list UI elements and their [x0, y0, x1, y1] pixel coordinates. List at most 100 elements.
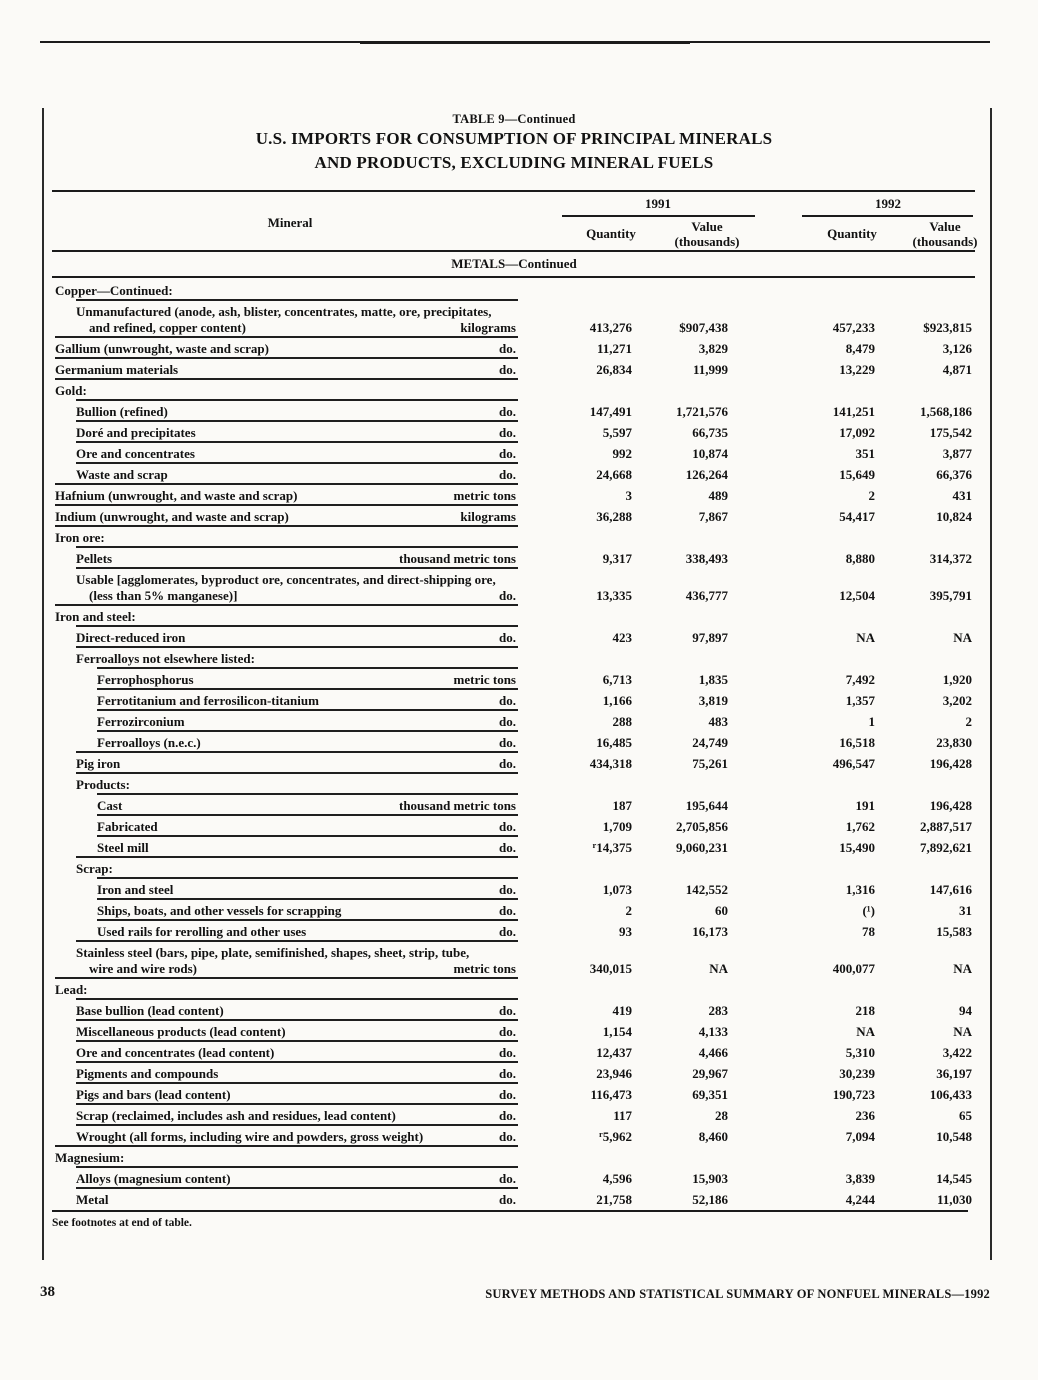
row-divider: [76, 998, 518, 1000]
quantity-1992-value: 1,316: [845, 882, 875, 897]
row-divider: [76, 1040, 518, 1042]
mineral-cell: Iron ore:: [52, 530, 518, 546]
mineral-label: Lead:: [55, 982, 88, 997]
value-1992-value: 36,197: [936, 1066, 972, 1081]
quantity-1991-value: r5,962: [598, 1129, 632, 1144]
section-band-metals-continued: METALS—Continued: [451, 256, 577, 271]
mineral-label: Miscellaneous products (lead content): [76, 1024, 286, 1039]
quantity-1992-value: 141,251: [832, 404, 875, 419]
quantity-1992-value: 496,547: [832, 756, 875, 771]
mineral-cell: Usable [agglomerates, byproduct ore, con…: [52, 572, 518, 604]
mineral-label: Gallium (unwrought, waste and scrap): [55, 341, 269, 356]
quantity-1992-value: 2: [868, 488, 876, 503]
value-1992-value: 314,372: [929, 551, 972, 566]
value-1991-value: 10,874: [692, 446, 728, 461]
mineral-label: Waste and scrap: [76, 467, 168, 482]
year-1992-underline: [802, 215, 973, 217]
value-header-line1: Value: [929, 219, 961, 234]
unit-label: do.: [499, 735, 516, 750]
table-row: Base bullion (lead content) do. 419 283 …: [52, 998, 972, 1019]
mineral-cell: Doré and precipitates do.: [52, 425, 518, 441]
quantity-1991-value: 992: [612, 446, 633, 461]
table-row: Alloys (magnesium content) do. 4,596 15,…: [52, 1166, 972, 1187]
row-divider: [76, 462, 518, 464]
year-1991-underline: [562, 215, 755, 217]
value-1991-value: 2,705,856: [676, 819, 728, 834]
mineral-label: Pigments and compounds: [76, 1066, 219, 1081]
mineral-cell: Pigs and bars (lead content) do.: [52, 1087, 518, 1103]
value-1991-value: 4,133: [698, 1024, 728, 1039]
row-divider: [76, 567, 518, 569]
row-divider: [76, 420, 518, 422]
quantity-1991-value: 9,317: [602, 551, 632, 566]
mineral-label: Doré and precipitates: [76, 425, 196, 440]
quantity-1992-value: 3,839: [845, 1171, 875, 1186]
table-row: Stainless steel (bars, pipe, plate, semi…: [52, 940, 972, 977]
row-divider: [97, 730, 518, 732]
unit-label: do.: [499, 446, 516, 461]
mineral-cell: Scrap (reclaimed, includes ash and resid…: [52, 1108, 518, 1124]
unit-label: do.: [499, 1045, 516, 1060]
unit-label: kilograms: [460, 509, 516, 524]
mineral-cell: Ferroalloys (n.e.c.) do.: [52, 735, 518, 751]
value-1991-value: 195,644: [685, 798, 728, 813]
page-subtitle: AND PRODUCTS, EXCLUDING MINERAL FUELS: [314, 153, 714, 172]
value-1991-value: 142,552: [685, 882, 728, 897]
mineral-label-continuation: wire and wire rods): [89, 961, 197, 976]
quantity-1992-value: 400,077: [832, 961, 875, 976]
value-1991-value: 97,897: [692, 630, 728, 645]
mineral-label: Germanium materials: [55, 362, 179, 377]
quantity-1992-value: 8,479: [845, 341, 875, 356]
unit-label: do.: [499, 467, 516, 482]
unit-label: do.: [499, 630, 516, 645]
value-1992-value: 196,428: [929, 798, 972, 813]
section-row: Magnesium:: [52, 1145, 972, 1166]
quantity-1992-value: 7,492: [845, 672, 875, 687]
row-divider: [55, 483, 518, 485]
mineral-label: Fabricated: [97, 819, 158, 834]
mineral-label: Alloys (magnesium content): [76, 1171, 231, 1186]
row-divider: [76, 646, 518, 648]
mineral-label: Ferrotitanium and ferrosilicon-titanium: [97, 693, 319, 708]
section-row: Ferroalloys not elsewhere listed:: [52, 646, 972, 667]
value-1991-value: 436,777: [685, 588, 728, 603]
mineral-cell: Pig iron do.: [52, 756, 518, 772]
table-row: Ore and concentrates (lead content) do. …: [52, 1040, 972, 1061]
value-1991-value: 75,261: [692, 756, 728, 771]
quantity-1991-value: 13,335: [596, 588, 632, 603]
value-1992-value: 431: [952, 488, 973, 503]
unit-label: do.: [499, 1192, 516, 1207]
unit-label: metric tons: [453, 488, 516, 503]
table-row: Pigments and compounds do. 23,946 29,967…: [52, 1061, 972, 1082]
column-header-value-1991: Value (thousands): [674, 219, 739, 249]
value-1991-value: 3,819: [698, 693, 728, 708]
value-header-line2: (thousands): [674, 234, 740, 249]
value-1992-value: 14,545: [936, 1171, 972, 1186]
value-1992-value: 2,887,517: [920, 819, 972, 834]
quantity-1991-value: 3: [625, 488, 633, 503]
quantity-1991-value: 4,596: [602, 1171, 632, 1186]
value-1992-value: 3,422: [942, 1045, 972, 1060]
quantity-1991-value: 21,758: [596, 1192, 632, 1207]
table-row: Miscellaneous products (lead content) do…: [52, 1019, 972, 1040]
quantity-1992-value: 191: [855, 798, 876, 813]
mineral-label: Hafnium (unwrought, and waste and scrap): [55, 488, 298, 503]
table-row: Unmanufactured (anode, ash, blister, con…: [52, 299, 972, 336]
value-1991-value: 11,999: [692, 362, 728, 377]
unit-label: do.: [499, 362, 516, 377]
mineral-cell: Ore and concentrates (lead content) do.: [52, 1045, 518, 1061]
table-row: Pigs and bars (lead content) do. 116,473…: [52, 1082, 972, 1103]
unit-label: kilograms: [460, 320, 516, 335]
value-1991-value: 7,867: [698, 509, 728, 524]
value-1992-value: 395,791: [929, 588, 972, 603]
value-1992-value: 11,030: [936, 1192, 972, 1207]
quantity-1992-value: 15,490: [839, 840, 875, 855]
table-row: Ore and concentrates do. 992 10,874 351 …: [52, 441, 972, 462]
table-row: Ferrozirconium do. 288 483 1 2: [52, 709, 972, 730]
mineral-cell: Base bullion (lead content) do.: [52, 1003, 518, 1019]
value-1991-value: 489: [708, 488, 729, 503]
quantity-1991-value: 1,709: [602, 819, 632, 834]
row-divider: [76, 1166, 518, 1168]
row-divider: [97, 793, 518, 795]
table-row: Scrap (reclaimed, includes ash and resid…: [52, 1103, 972, 1124]
